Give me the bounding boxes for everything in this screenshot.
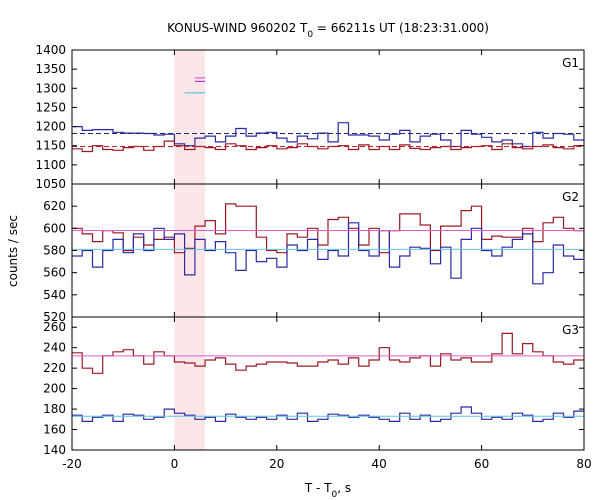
panel-g3: 140 160 180 200 220 240 260 G3	[43, 316, 585, 457]
x-tick-label: 40	[372, 457, 387, 471]
y-tick-label: 540	[43, 288, 66, 302]
series-dark_red-step	[72, 332, 584, 374]
y-tick-label: 200	[43, 382, 66, 396]
y-tick-label: 520	[43, 310, 66, 324]
shaded-interval	[174, 50, 206, 450]
panel-frame	[71, 49, 585, 185]
chart-title: KONUS-WIND 960202 T0 = 66211s UT (18:23:…	[167, 21, 489, 40]
panel-g2: 520 540 560 580 600 620 G2	[43, 183, 585, 324]
y-tick-label: 220	[43, 361, 66, 375]
x-tick-label: -20	[62, 457, 82, 471]
x-axis: -20 0 20 40 60 80	[62, 457, 591, 471]
panels-layer: 1050 1100 1150 1200 1250 1300 1350 1400 G1 520 540…	[35, 43, 585, 457]
y-tick-label: 1050	[35, 177, 66, 191]
y-axis-title: counts / sec	[6, 215, 20, 287]
y-tick-label: 1200	[35, 120, 66, 134]
series-blue-step	[72, 406, 584, 422]
y-tick-label: 620	[43, 199, 66, 213]
series-dark_red-step	[72, 203, 584, 257]
y-tick-label: 1100	[35, 158, 66, 172]
series-blue-step	[72, 222, 584, 285]
panel-label: G2	[562, 190, 579, 204]
x-axis-title: T - T0, s	[304, 481, 351, 500]
y-tick-label: 1350	[35, 62, 66, 76]
panel-label: G3	[562, 323, 579, 337]
panel-plot-area	[72, 332, 584, 422]
x-tick-label: 80	[576, 457, 591, 471]
y-tick-label: 1150	[35, 139, 66, 153]
y-tick-label: 1300	[35, 81, 66, 95]
y-tick-label: 180	[43, 402, 66, 416]
y-tick-label: 1400	[35, 43, 66, 57]
panel-label: G1	[562, 56, 579, 70]
y-tick-label: 580	[43, 244, 66, 258]
series-dark_red-step	[72, 140, 584, 153]
panel-g1: 1050 1100 1150 1200 1250 1300 1350 1400 G1	[35, 43, 585, 191]
y-tick-label: 140	[43, 443, 66, 457]
panel-plot-area	[72, 203, 584, 285]
series-blue-step	[72, 122, 584, 148]
panel-plot-area	[72, 77, 584, 153]
x-tick-label: 0	[171, 457, 179, 471]
y-tick-label: 260	[43, 320, 66, 334]
y-tick-label: 160	[43, 423, 66, 437]
x-tick-label: 20	[269, 457, 284, 471]
panel-frame	[71, 316, 585, 451]
y-tick-label: 600	[43, 221, 66, 235]
x-tick-label: 60	[474, 457, 489, 471]
y-tick-label: 240	[43, 341, 66, 355]
y-tick-label: 1250	[35, 100, 66, 114]
y-tick-label: 560	[43, 266, 66, 280]
